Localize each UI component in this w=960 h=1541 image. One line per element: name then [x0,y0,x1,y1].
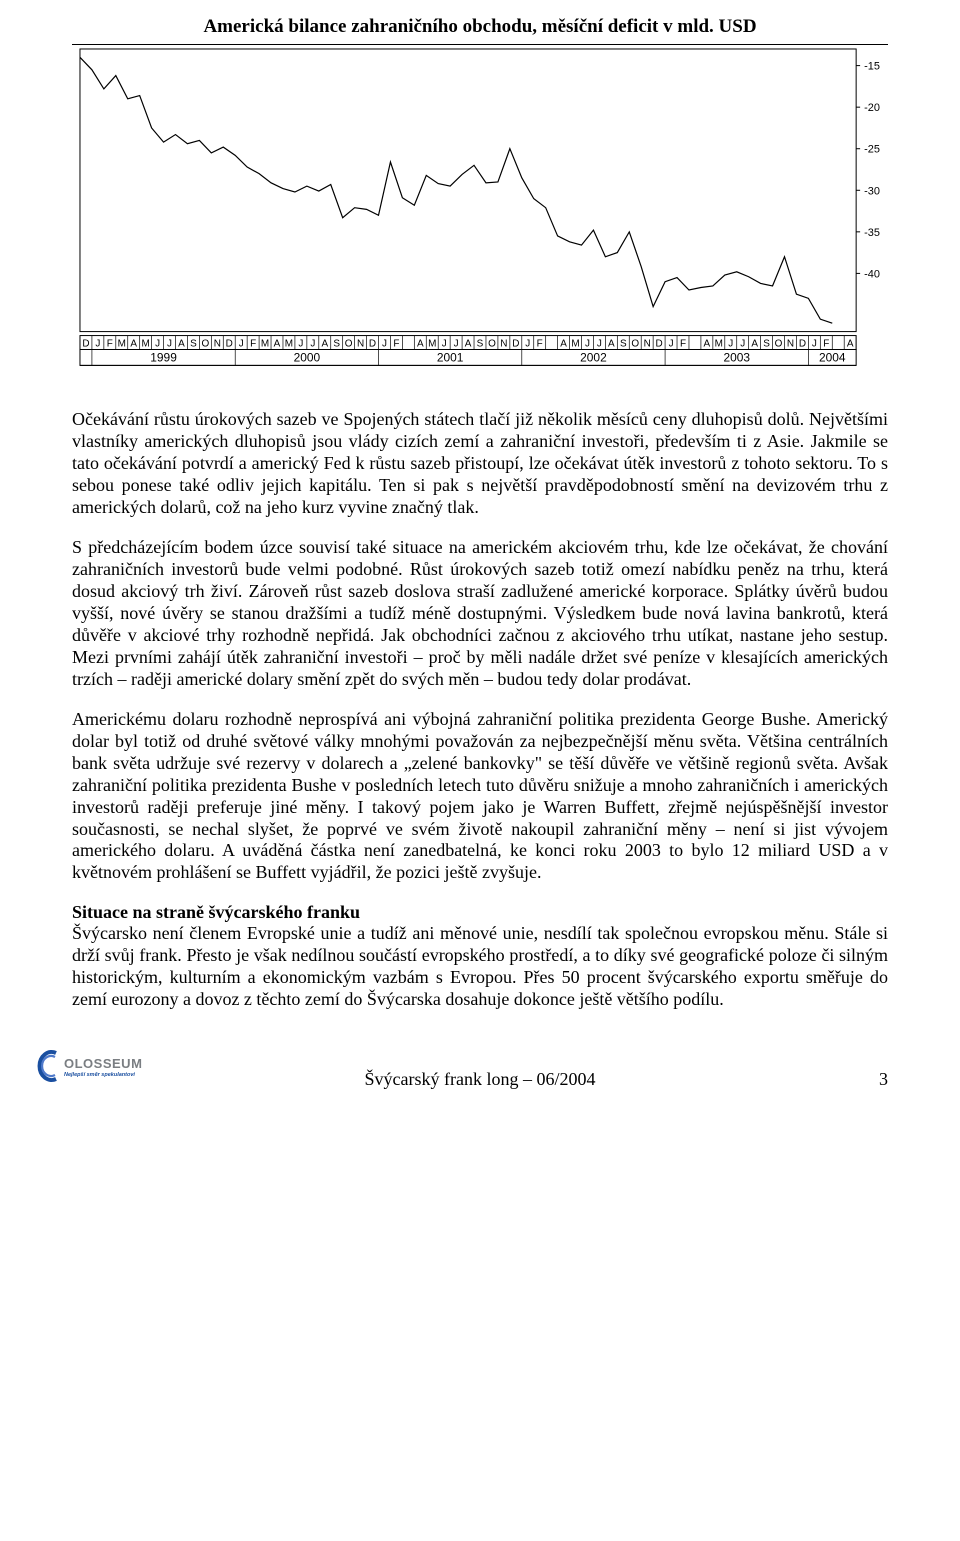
svg-text:F: F [537,339,543,350]
svg-text:O: O [775,339,783,350]
svg-text:-40: -40 [864,268,880,280]
svg-text:O: O [201,339,209,350]
svg-text:M: M [285,339,293,350]
page-footer: OLOSSEUM Nejlepší směr spekulantovi Švýc… [72,1045,888,1105]
svg-text:O: O [631,339,639,350]
trade-balance-chart: -15-20-25-30-35-40DJFMAMJJASONDJFMAMJJAS… [72,44,888,383]
svg-text:S: S [190,339,197,350]
svg-text:-25: -25 [864,144,880,156]
svg-text:2004: 2004 [819,350,846,364]
paragraph-1: Očekávání růstu úrokových sazeb ve Spoje… [72,409,888,519]
section-heading-chf: Situace na straně švýcarského franku [72,902,888,923]
svg-text:-20: -20 [864,102,880,114]
footer-logo: OLOSSEUM Nejlepší směr spekulantovi [32,1049,142,1083]
colosseum-logo-icon [32,1049,62,1083]
chart-svg: -15-20-25-30-35-40DJFMAMJJASONDJFMAMJJAS… [72,45,888,383]
svg-text:M: M [261,339,269,350]
chart-title: Americká bilance zahraničního obchodu, m… [72,16,888,38]
svg-text:A: A [751,339,758,350]
svg-text:D: D [799,339,806,350]
svg-text:2002: 2002 [580,350,607,364]
svg-text:N: N [500,339,507,350]
svg-text:O: O [345,339,353,350]
svg-text:A: A [560,339,567,350]
svg-text:J: J [812,339,817,350]
svg-text:S: S [333,339,340,350]
svg-text:S: S [620,339,627,350]
page-root: Americká bilance zahraničního obchodu, m… [0,0,960,1133]
svg-text:N: N [357,339,364,350]
svg-text:J: J [298,339,303,350]
svg-text:A: A [608,339,615,350]
svg-text:J: J [310,339,315,350]
svg-text:A: A [704,339,711,350]
svg-text:A: A [274,339,281,350]
svg-text:D: D [226,339,233,350]
svg-text:2000: 2000 [294,350,321,364]
svg-text:M: M [428,339,436,350]
svg-text:2001: 2001 [437,350,464,364]
svg-text:2003: 2003 [723,350,750,364]
svg-text:F: F [250,339,256,350]
footer-doc-title: Švýcarský frank long – 06/2004 [72,1045,888,1090]
svg-text:D: D [512,339,519,350]
svg-text:O: O [488,339,496,350]
footer-page-number: 3 [879,1069,888,1090]
svg-text:J: J [95,339,100,350]
svg-text:M: M [715,339,723,350]
svg-text:J: J [669,339,674,350]
svg-text:A: A [178,339,185,350]
paragraph-4: Švýcarsko není členem Evropské unie a tu… [72,923,888,1011]
svg-text:J: J [585,339,590,350]
svg-text:M: M [571,339,579,350]
svg-text:D: D [82,339,89,350]
svg-text:J: J [728,339,733,350]
svg-text:J: J [239,339,244,350]
svg-text:-30: -30 [864,185,880,197]
svg-text:J: J [167,339,172,350]
svg-text:N: N [644,339,651,350]
svg-text:J: J [382,339,387,350]
svg-text:D: D [369,339,376,350]
svg-text:S: S [477,339,484,350]
svg-text:J: J [442,339,447,350]
footer-logo-text-block: OLOSSEUM Nejlepší směr spekulantovi [64,1055,142,1078]
footer-logo-subtext: Nejlepší směr spekulantovi [64,1072,142,1078]
svg-text:N: N [214,339,221,350]
svg-text:S: S [763,339,770,350]
paragraph-2: S předcházejícím bodem úzce souvisí také… [72,537,888,691]
svg-text:J: J [525,339,530,350]
svg-text:A: A [847,339,854,350]
svg-text:J: J [155,339,160,350]
paragraph-3: Americkému dolaru rozhodně neprospívá an… [72,709,888,885]
svg-text:-35: -35 [864,227,880,239]
svg-text:F: F [680,339,686,350]
svg-text:F: F [107,339,113,350]
footer-logo-text: OLOSSEUM [64,1056,142,1071]
svg-text:A: A [321,339,328,350]
svg-text:A: A [465,339,472,350]
svg-text:J: J [740,339,745,350]
svg-text:D: D [656,339,663,350]
svg-text:A: A [130,339,137,350]
svg-text:J: J [597,339,602,350]
svg-text:J: J [454,339,459,350]
svg-text:F: F [393,339,399,350]
svg-text:-15: -15 [864,61,880,73]
svg-text:A: A [417,339,424,350]
svg-text:1999: 1999 [150,350,177,364]
svg-text:N: N [787,339,794,350]
svg-text:M: M [142,339,150,350]
svg-text:F: F [823,339,829,350]
svg-text:M: M [118,339,126,350]
